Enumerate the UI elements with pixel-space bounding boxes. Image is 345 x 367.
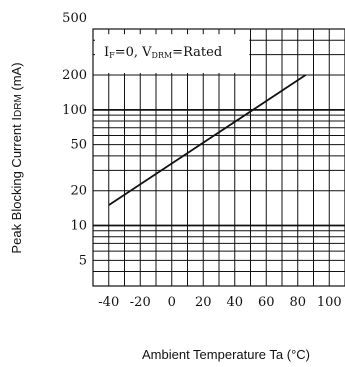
series-layer xyxy=(108,74,307,206)
y-tick-label: 200 xyxy=(62,68,87,83)
x-tick-label: 40 xyxy=(226,295,243,310)
x-tick-label: 60 xyxy=(258,295,275,310)
annotation-box xyxy=(95,34,250,74)
x-tick-label: -40 xyxy=(98,295,119,310)
series-line xyxy=(108,74,307,206)
y-tick-label: 10 xyxy=(70,219,87,234)
y-tick-label: 20 xyxy=(70,184,87,199)
annotation-conditions: IF=0, VDRM=Rated xyxy=(104,45,222,60)
x-tick-label: 20 xyxy=(195,295,212,310)
y-tick-labels: 5 10 20 50 100 200 500 xyxy=(62,11,87,268)
x-axis-label: Ambient Temperature Ta (°C) xyxy=(142,347,310,362)
x-tick-label: -20 xyxy=(130,295,151,310)
x-tick-labels: -40 -20 0 20 40 60 80 100 xyxy=(98,295,341,310)
y-tick-label: 500 xyxy=(62,11,87,26)
plot-frame xyxy=(92,28,345,287)
x-tick-label: 80 xyxy=(289,295,306,310)
y-tick-label: 5 xyxy=(79,253,87,268)
x-tick-label: 0 xyxy=(168,295,176,310)
x-tick-label: 100 xyxy=(317,295,342,310)
y-tick-label: 50 xyxy=(70,138,87,153)
y-axis-label: Peak Blocking Current IDRM (mA) xyxy=(9,62,24,253)
y-tick-label: 100 xyxy=(62,103,87,118)
